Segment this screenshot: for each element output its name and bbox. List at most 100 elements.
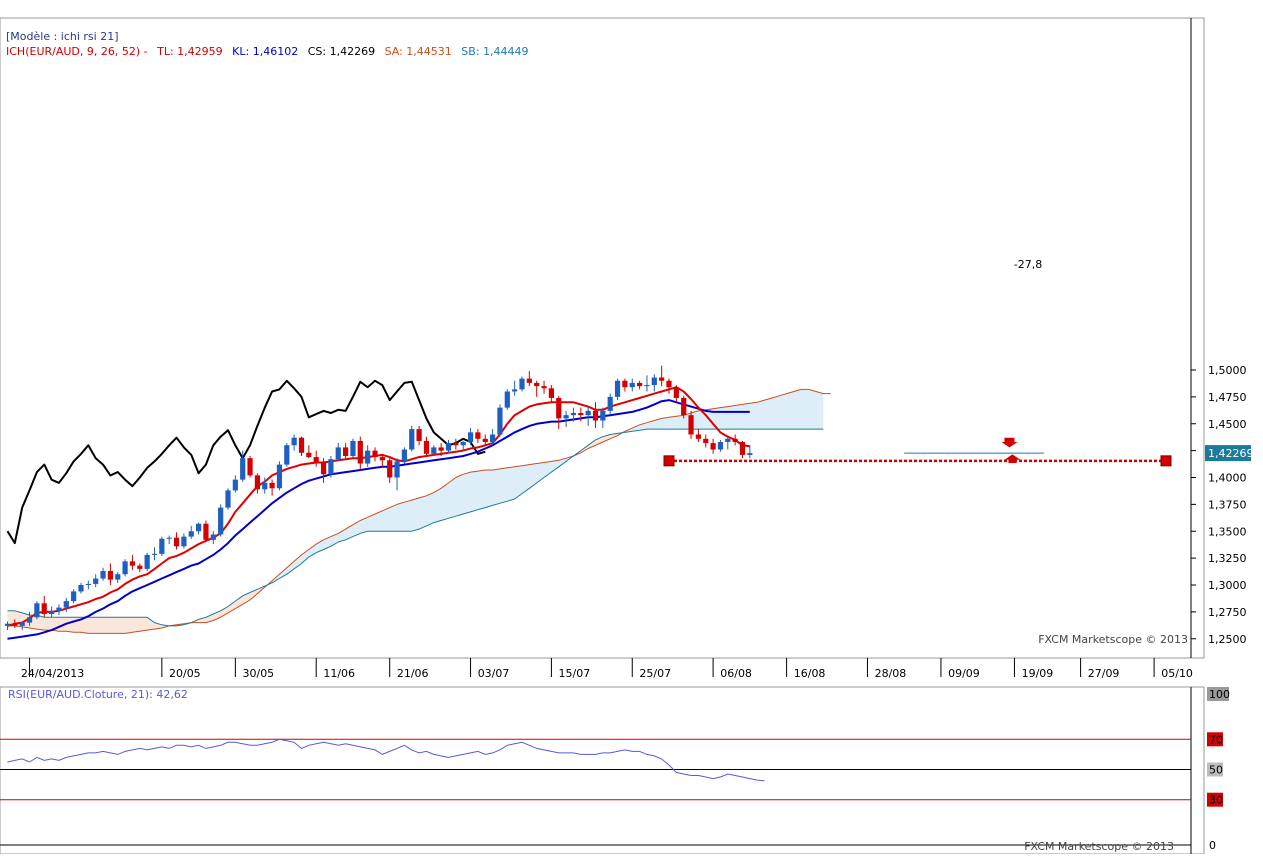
candle-up <box>144 554 150 569</box>
candle-up <box>291 437 297 446</box>
last-price-badge <box>1205 445 1251 462</box>
kijun-sen-line <box>7 399 750 640</box>
ichimoku-label: ICH(EUR/AUD, 9, 26, 52) - TL: 1,42959 KL… <box>6 45 529 58</box>
candle-down <box>622 380 628 388</box>
candle-down <box>688 415 694 435</box>
candle-up <box>225 490 231 508</box>
candle-down <box>659 377 665 381</box>
price-tick-label: 1,2750 <box>1208 606 1247 619</box>
candle-up <box>4 623 11 626</box>
candle-down <box>173 537 180 547</box>
level-end-square <box>1160 455 1172 467</box>
rsi-tick-label: 50 <box>1209 764 1223 777</box>
date-tick-label: 21/06 <box>397 667 429 680</box>
candle-up <box>504 391 510 408</box>
candle-up <box>431 447 437 454</box>
candle-down <box>637 382 643 387</box>
candle-up <box>614 380 621 397</box>
candle-down <box>534 382 540 387</box>
price-axis: 1,2500 1,2750 1,3000 1,3250 1,3500 1,3750 1,40… <box>1205 364 1254 646</box>
candle-down <box>203 523 209 540</box>
date-tick-label: 20/05 <box>169 667 201 680</box>
last-price-label: 1,42269 <box>1208 447 1254 460</box>
candle-down <box>269 482 275 489</box>
date-tick-label: 24/04/2013 <box>21 667 84 680</box>
candle-up <box>607 396 613 411</box>
date-tick-label: 11/06 <box>323 667 355 680</box>
date-tick-label: 30/05 <box>242 667 274 680</box>
candle-up <box>644 385 650 387</box>
candle-down <box>137 565 143 569</box>
candle-down <box>556 397 562 419</box>
candle-up <box>350 440 356 456</box>
candle-up <box>34 603 40 618</box>
candle-up <box>122 561 128 575</box>
candle-up <box>651 377 657 386</box>
candle-up <box>445 443 452 451</box>
buy-arrow-icon <box>1004 454 1021 463</box>
candle-down <box>475 432 481 439</box>
senkou-span-b-line <box>7 428 824 627</box>
price-tick-label: 1,3000 <box>1208 579 1247 592</box>
model-label: [Modèle : ichi rsi 21] <box>6 30 119 43</box>
rsi-tick-label: 70 <box>1209 733 1223 746</box>
price-tick-label: 1,3500 <box>1208 525 1247 538</box>
candle-up <box>71 591 77 602</box>
candle-up <box>335 447 341 460</box>
date-axis: 24/04/2013 20/05 30/05 11/06 21/06 03/07 15/07… <box>21 658 1193 680</box>
ich-name: ICH(EUR/AUD, 9, 26, 52) - <box>6 45 148 58</box>
date-tick-label: 25/07 <box>639 667 671 680</box>
date-tick-label: 15/07 <box>559 667 591 680</box>
watermark-main: FXCM Marketscope © 2013 <box>1038 633 1188 646</box>
candle-down <box>129 561 136 566</box>
rsi-tick-badge <box>1207 732 1223 747</box>
candle-up <box>232 479 238 491</box>
candle-up <box>240 458 246 480</box>
price-tick-label: 1,5000 <box>1208 364 1247 377</box>
candle-up <box>181 536 187 547</box>
cloud-bearish <box>191 586 265 623</box>
candle-up <box>365 450 371 464</box>
candle-up <box>63 601 69 608</box>
candle-down <box>320 462 327 475</box>
candle-down <box>387 460 393 478</box>
rsi-tick-label: 30 <box>1209 794 1223 807</box>
candle-up <box>725 438 731 443</box>
candle-down <box>306 452 312 458</box>
date-tick-label: 03/07 <box>478 667 510 680</box>
date-tick-label: 06/08 <box>720 667 752 680</box>
cloud-bearish <box>7 610 162 634</box>
candle-down <box>12 623 18 626</box>
sb-value: SB: 1,44449 <box>461 45 528 58</box>
cs-value: CS: 1,42269 <box>308 45 375 58</box>
rsi-indicator: 100 70 50 30 0 <box>0 687 1230 852</box>
candle-down <box>379 457 385 461</box>
candle-up <box>26 617 33 623</box>
date-tick-label: 27/09 <box>1088 667 1120 680</box>
annotations: -27,8 <box>663 258 1172 467</box>
candle-down <box>710 443 716 450</box>
candle-up <box>467 432 474 443</box>
watermark-rsi: FXCM Marketscope © 2013 <box>1024 840 1174 853</box>
candle-down <box>703 438 709 444</box>
candle-up <box>629 382 635 388</box>
candle-up <box>196 523 202 532</box>
candle-down <box>41 603 47 615</box>
candle-down <box>482 438 488 443</box>
price-tick-label: 1,4500 <box>1208 418 1247 431</box>
senkou-span-a-line <box>7 388 831 634</box>
candle-up <box>56 607 62 611</box>
candle-down <box>298 437 305 453</box>
candle-down <box>357 440 363 464</box>
rsi-tick-label: 0 <box>1209 839 1216 852</box>
candle-up <box>151 553 158 555</box>
date-tick-label: 09/09 <box>948 667 980 680</box>
kl-value: KL: 1,46102 <box>232 45 298 58</box>
candle-up <box>188 531 194 537</box>
candle-up <box>49 610 55 615</box>
candle-up <box>497 407 503 435</box>
level-start-square <box>663 455 675 467</box>
candle-up <box>717 442 724 450</box>
date-tick-label: 19/09 <box>1022 667 1054 680</box>
